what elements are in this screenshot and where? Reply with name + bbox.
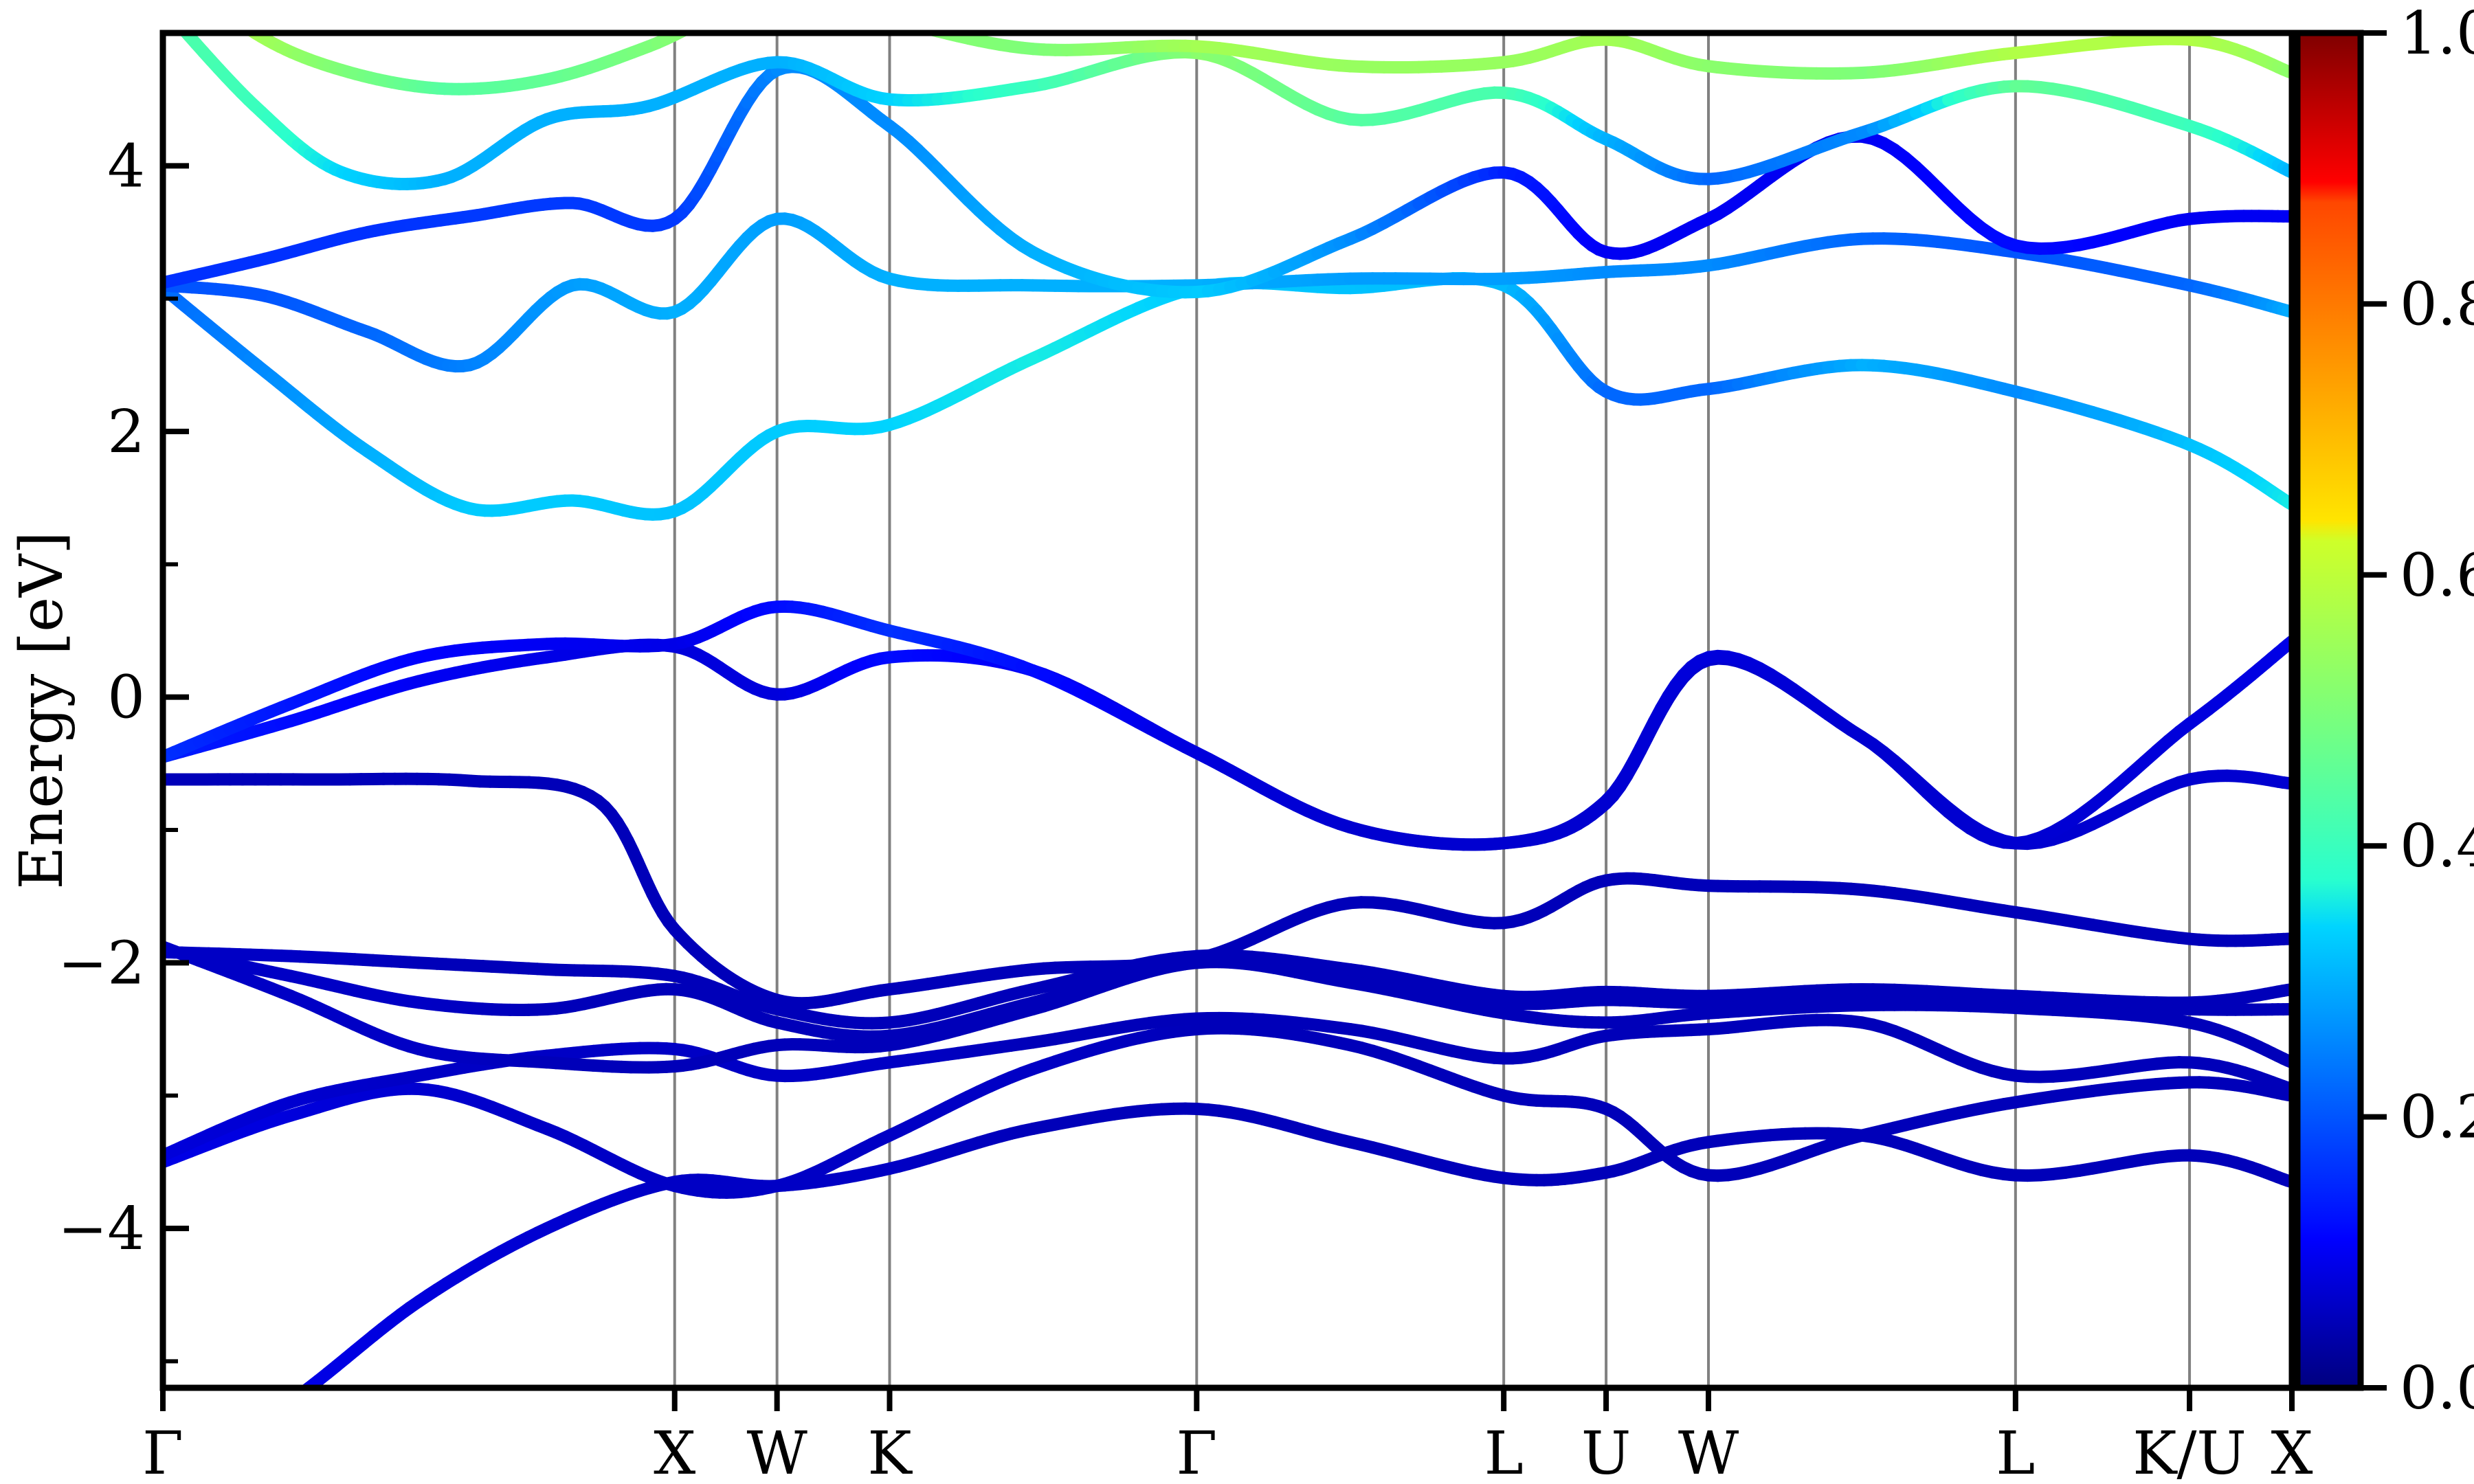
colorbar-tick-label: 0.4: [2400, 812, 2474, 881]
x-tick-label: W: [746, 1419, 807, 1484]
plot-frame: [159, 30, 2295, 1391]
x-tick-label: Γ: [142, 1419, 183, 1484]
colorbar-tick-labels: 0.0 0.2 0.4 0.6 0.8 1.0: [2400, 0, 2474, 1423]
y-tick-label: −4: [58, 1195, 145, 1263]
colorbar-frame: [2294, 30, 2364, 1391]
y-tick-label: 4: [107, 132, 145, 201]
colorbar-tick-label: 0.8: [2400, 270, 2474, 339]
colorbar-tick-label: 0.6: [2400, 541, 2474, 610]
colorbar: [2297, 33, 2361, 1388]
x-tick-label: W: [1678, 1419, 1739, 1484]
band-curve: [298, 1102, 2292, 1388]
band-curve: [178, 33, 2292, 190]
band-curve: [163, 772, 2292, 1010]
x-axis-tick-labels: Γ X W K Γ L U W L K/U X: [142, 1419, 2313, 1484]
band-curve: [243, 33, 2292, 95]
band-curves: [163, 33, 2292, 1388]
x-tick-label: Γ: [1176, 1419, 1217, 1484]
vertical-gridlines: [673, 33, 2192, 1388]
x-tick-label: X: [654, 1419, 695, 1484]
band-curve: [163, 60, 2292, 299]
y-axis-ticks: [163, 31, 189, 1364]
band-curve: [163, 600, 2292, 851]
x-tick-label: K/U: [2132, 1419, 2247, 1484]
y-axis-label: Energy [eV]: [8, 531, 76, 889]
x-axis-ticks: [160, 1388, 2295, 1411]
colorbar-tick-label: 1.0: [2400, 0, 2474, 68]
x-tick-label: U: [1581, 1419, 1631, 1484]
band-curve: [163, 1011, 2292, 1162]
y-tick-label: 2: [107, 398, 145, 466]
x-tick-label: L: [1484, 1419, 1524, 1484]
colorbar-ticks: [2361, 30, 2387, 1391]
y-axis-tick-labels: 4 2 0 −2 −4: [58, 132, 145, 1263]
y-tick-label: 0: [107, 664, 145, 732]
y-tick-label: −2: [58, 929, 145, 998]
x-tick-label: K: [867, 1419, 913, 1484]
x-tick-label: L: [1996, 1419, 2035, 1484]
colorbar-tick-label: 0.0: [2400, 1354, 2474, 1423]
colorbar-tick-label: 0.2: [2400, 1083, 2474, 1152]
x-tick-label: X: [2271, 1419, 2313, 1484]
band-curve: [163, 1022, 2292, 1199]
